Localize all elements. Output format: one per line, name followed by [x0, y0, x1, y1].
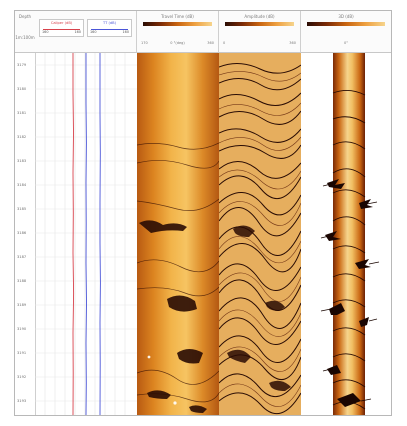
image-track-1-scale-max: 360 — [207, 41, 214, 45]
curve-2-legend[interactable]: TT (dB) 160 160 — [87, 19, 132, 37]
curve-1-name: Caliper (dB) — [50, 21, 73, 25]
image-track-2[interactable] — [219, 53, 302, 415]
image-track-3-scale-mid: 0° — [344, 41, 348, 45]
curve-2-name: TT (dB) — [102, 21, 117, 25]
colormap-bar-3 — [307, 22, 385, 26]
curve-plot — [35, 53, 137, 415]
image-track-2-scale-max: 360 — [289, 41, 296, 45]
image-track-2-scale-min: 0 — [223, 41, 226, 45]
image-track-2-header: Amplitude (dB) 0 360 — [219, 11, 301, 53]
depth-label: 3179 — [17, 63, 27, 67]
curve-2-min: 160 — [90, 30, 97, 34]
image-track-1-title: Travel Time (dB) — [161, 14, 194, 19]
curve-track-header: Caliper (dB) 160 160 TT (dB) 160 160 — [35, 11, 137, 53]
image-track-1-scale-min: 170 — [141, 41, 148, 45]
curve-2-max: 160 — [122, 30, 129, 34]
colormap-bar-2 — [225, 22, 294, 26]
image-track-1[interactable] — [137, 53, 220, 415]
colormap-bar-1 — [143, 22, 212, 26]
curve-1-swatch — [43, 29, 80, 30]
depth-track: 3179 3180 3181 3182 3183 3184 3185 3186 3187 3188… — [15, 53, 36, 415]
amplitude-image — [219, 53, 301, 415]
curve-1-min: 160 — [42, 30, 49, 34]
image-track-1-header: Travel Time (dB) 170 0 °(deg) 360 — [137, 11, 219, 53]
curve-track[interactable] — [35, 53, 138, 415]
depth-label: 3193 — [17, 399, 27, 403]
curve-1-max: 160 — [74, 30, 81, 34]
depth-label: 3183 — [17, 159, 27, 163]
depth-label: 3186 — [17, 231, 27, 235]
depth-label: 3180 — [17, 87, 27, 91]
curve-1-line — [72, 53, 75, 415]
depth-label: 3192 — [17, 375, 27, 379]
depth-label: 3189 — [17, 303, 27, 307]
log-viewer: Depth 1m:100m 3179 3180 3181 3182 3183 3184 31… — [14, 10, 392, 416]
depth-label: 3185 — [17, 207, 27, 211]
image-track-1-scale-mid: 0 °(deg) — [170, 41, 185, 45]
image-track-3[interactable] — [301, 53, 391, 415]
depth-label: 3184 — [17, 183, 27, 187]
travel-time-image — [137, 53, 219, 415]
depth-label: 3191 — [17, 351, 27, 355]
curve-2-line — [85, 53, 87, 415]
depth-label: 3188 — [17, 279, 27, 283]
curve-1-legend[interactable]: Caliper (dB) 160 160 — [39, 19, 84, 37]
depth-label: 3181 — [17, 111, 27, 115]
image-track-3-title: 3D (dB) — [338, 14, 354, 19]
depth-track-header: Depth 1m:100m — [15, 11, 35, 53]
image-track-3-header: 3D (dB) 0° — [301, 11, 391, 53]
depth-label: 3182 — [17, 135, 27, 139]
depth-header-label: Depth — [18, 14, 32, 19]
curve-grid — [44, 53, 126, 415]
image-track-2-title: Amplitude (dB) — [244, 14, 275, 19]
depth-label: 3187 — [17, 255, 27, 259]
curve-2-swatch — [91, 29, 128, 30]
depth-label: 3190 — [17, 327, 27, 331]
borehole-3d-view — [320, 53, 380, 415]
depth-unit-label: 1m:100m — [15, 35, 35, 40]
